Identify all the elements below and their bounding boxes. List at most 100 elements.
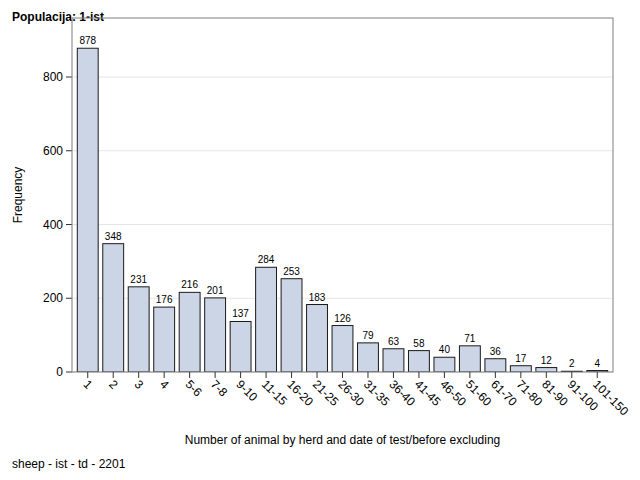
plot-frame bbox=[72, 18, 613, 372]
data-label: 216 bbox=[181, 279, 198, 290]
x-tick bbox=[138, 372, 139, 378]
grid-line bbox=[72, 77, 613, 78]
x-tick bbox=[546, 372, 547, 378]
data-label: 58 bbox=[413, 338, 425, 349]
bar bbox=[485, 359, 506, 372]
x-tick-label: 36-40 bbox=[386, 377, 418, 409]
grid-line bbox=[72, 224, 613, 225]
data-label: 878 bbox=[79, 35, 96, 46]
x-tick bbox=[215, 372, 216, 378]
data-label: 284 bbox=[258, 254, 275, 265]
bar bbox=[307, 305, 328, 372]
x-tick bbox=[189, 372, 190, 378]
bars bbox=[77, 48, 607, 372]
x-tick-label: 51-60 bbox=[463, 377, 495, 409]
x-tick-label: 26-30 bbox=[335, 377, 367, 409]
x-tick bbox=[240, 372, 241, 378]
bar bbox=[179, 292, 200, 372]
bar bbox=[383, 349, 404, 372]
data-label: 40 bbox=[439, 344, 451, 355]
x-tick-label: 101-150 bbox=[590, 377, 631, 418]
data-label: 2 bbox=[569, 358, 575, 369]
x-tick-label: 9-10 bbox=[233, 377, 260, 404]
x-tick bbox=[597, 372, 598, 378]
bar bbox=[256, 267, 277, 372]
x-tick-label: 46-50 bbox=[437, 377, 469, 409]
x-tick bbox=[495, 372, 496, 378]
x-tick-label: 2 bbox=[106, 377, 121, 392]
y-tick-label: 200 bbox=[43, 291, 63, 305]
y-tick-label: 800 bbox=[43, 70, 63, 84]
x-tick bbox=[393, 372, 394, 378]
x-tick-label: 31-35 bbox=[361, 377, 393, 409]
data-label: 4 bbox=[594, 358, 600, 369]
bar bbox=[434, 357, 455, 372]
x-tick bbox=[367, 372, 368, 378]
bar bbox=[459, 346, 480, 372]
x-tick-label: 11-15 bbox=[259, 377, 290, 408]
data-label: 176 bbox=[156, 294, 173, 305]
x-tick-label: 16-20 bbox=[284, 377, 316, 409]
bar bbox=[332, 326, 353, 372]
y-tick bbox=[66, 150, 72, 151]
x-tick bbox=[342, 372, 343, 378]
y-tick bbox=[66, 372, 72, 373]
data-label: 12 bbox=[541, 355, 553, 366]
data-label: 126 bbox=[334, 313, 351, 324]
data-label: 253 bbox=[283, 266, 300, 277]
data-label: 137 bbox=[232, 308, 249, 319]
y-tick-label: 0 bbox=[56, 365, 63, 379]
chart: Populacija: 1-ist02004006008008783482311… bbox=[0, 0, 640, 480]
x-tick bbox=[113, 372, 114, 378]
data-label: 201 bbox=[207, 285, 224, 296]
x-tick-label: 4 bbox=[157, 377, 172, 392]
y-tick bbox=[66, 298, 72, 299]
x-tick-label: 81-90 bbox=[539, 377, 571, 409]
y-tick-label: 400 bbox=[43, 218, 63, 232]
x-tick bbox=[317, 372, 318, 378]
bar bbox=[536, 368, 557, 372]
title: Populacija: 1-ist bbox=[12, 10, 104, 24]
bar bbox=[510, 366, 531, 372]
x-tick bbox=[444, 372, 445, 378]
bar bbox=[205, 298, 226, 372]
x-tick bbox=[469, 372, 470, 378]
x-tick bbox=[266, 372, 267, 378]
x-tick-label: 1 bbox=[81, 377, 96, 392]
bar bbox=[281, 279, 302, 372]
bar bbox=[408, 351, 429, 372]
x-tick bbox=[418, 372, 419, 378]
bar bbox=[154, 307, 175, 372]
x-tick bbox=[87, 372, 88, 378]
x-tick-label: 61-70 bbox=[488, 377, 520, 409]
bar bbox=[103, 244, 124, 372]
data-label: 71 bbox=[464, 333, 476, 344]
x-tick-label: 3 bbox=[132, 377, 147, 392]
x-tick-label: 5-6 bbox=[183, 377, 205, 399]
data-label: 348 bbox=[105, 231, 122, 242]
bar bbox=[230, 321, 251, 372]
bar bbox=[128, 287, 149, 372]
x-axis-label: Number of animal by herd and date of tes… bbox=[185, 433, 501, 447]
data-label: 63 bbox=[388, 336, 400, 347]
grid-line bbox=[72, 150, 613, 151]
x-tick-label: 71-80 bbox=[514, 377, 546, 409]
bar bbox=[77, 48, 98, 372]
y-tick bbox=[66, 77, 72, 78]
x-tick-label: 7-8 bbox=[208, 377, 230, 399]
y-tick-label: 600 bbox=[43, 144, 63, 158]
x-tick bbox=[520, 372, 521, 378]
data-label: 17 bbox=[515, 353, 527, 364]
x-tick bbox=[291, 372, 292, 378]
x-tick-label: 21-25 bbox=[310, 377, 342, 409]
background bbox=[0, 0, 640, 480]
data-label: 231 bbox=[130, 274, 147, 285]
footnote: sheep - ist - td - 2201 bbox=[12, 457, 126, 471]
y-axis-label: Frequency bbox=[11, 167, 25, 224]
grid-line bbox=[72, 298, 613, 299]
data-label: 79 bbox=[362, 330, 374, 341]
x-tick bbox=[571, 372, 572, 378]
x-tick bbox=[164, 372, 165, 378]
bar bbox=[358, 343, 379, 372]
data-label: 36 bbox=[490, 346, 502, 357]
